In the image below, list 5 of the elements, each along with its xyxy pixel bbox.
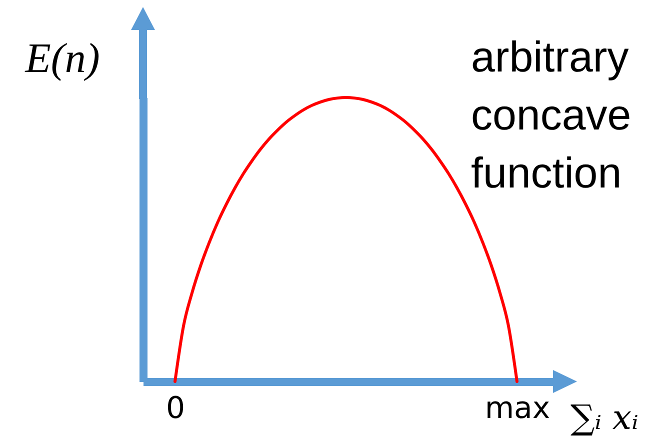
y-axis-title: E(n) <box>24 36 100 82</box>
annotation: arbitrary concave function <box>471 34 632 198</box>
x-axis-title: ∑ᵢ xᵢ <box>570 398 638 438</box>
x-tick-label: 0 <box>166 391 186 426</box>
x-tick-label: max <box>484 391 550 426</box>
